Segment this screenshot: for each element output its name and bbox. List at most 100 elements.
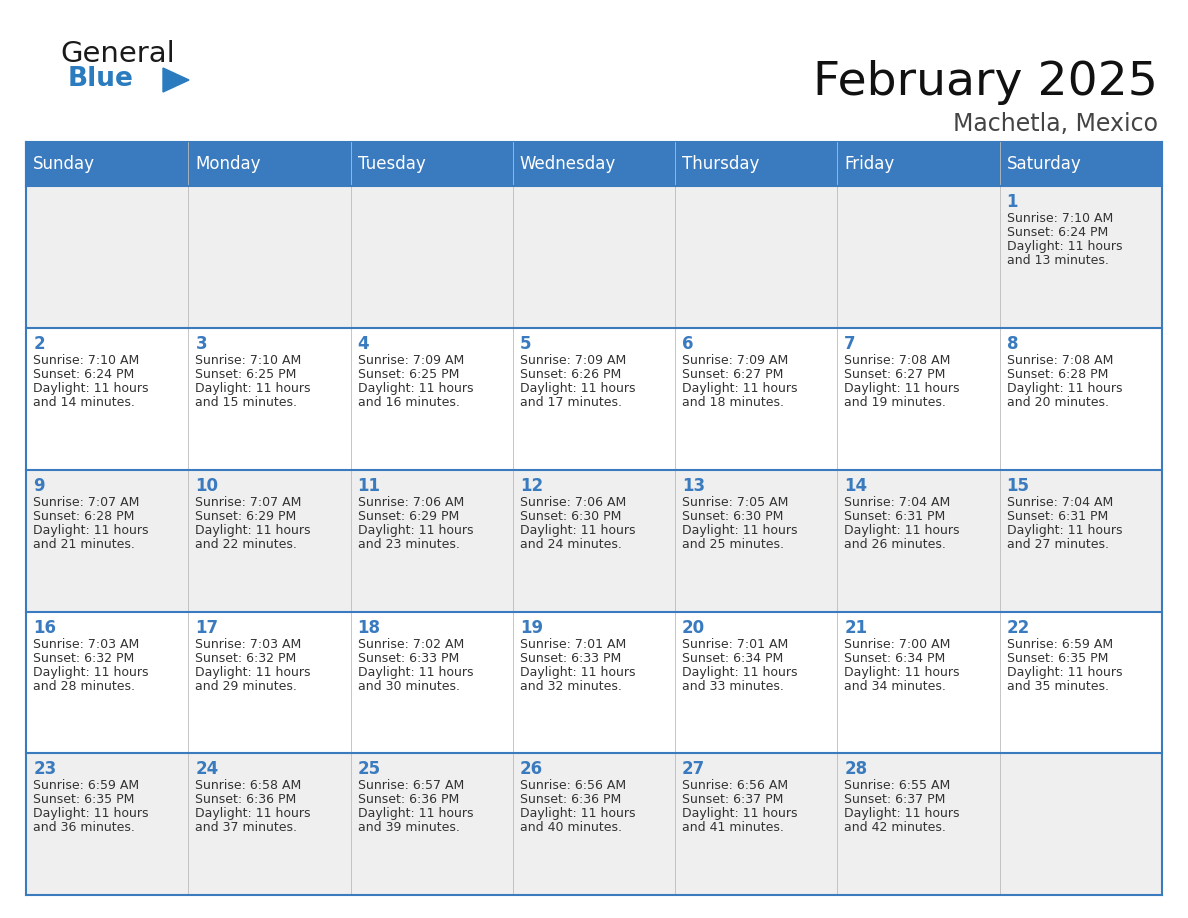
Text: Sunset: 6:33 PM: Sunset: 6:33 PM (358, 652, 459, 665)
Bar (26, 470, 1162, 611)
Text: Sunrise: 6:56 AM: Sunrise: 6:56 AM (520, 779, 626, 792)
Text: and 15 minutes.: and 15 minutes. (195, 396, 297, 409)
Text: and 26 minutes.: and 26 minutes. (845, 538, 947, 551)
Text: and 29 minutes.: and 29 minutes. (195, 679, 297, 692)
Text: Sunset: 6:34 PM: Sunset: 6:34 PM (845, 652, 946, 665)
Text: Daylight: 11 hours: Daylight: 11 hours (195, 382, 311, 395)
Text: 11: 11 (358, 476, 380, 495)
Bar (838, 142, 999, 186)
Text: Daylight: 11 hours: Daylight: 11 hours (1006, 382, 1123, 395)
Text: Daylight: 11 hours: Daylight: 11 hours (845, 666, 960, 678)
Text: Daylight: 11 hours: Daylight: 11 hours (195, 524, 311, 537)
Text: Sunrise: 6:57 AM: Sunrise: 6:57 AM (358, 779, 463, 792)
Text: Daylight: 11 hours: Daylight: 11 hours (845, 807, 960, 821)
Text: Daylight: 11 hours: Daylight: 11 hours (682, 666, 797, 678)
Text: and 28 minutes.: and 28 minutes. (33, 679, 135, 692)
Text: Daylight: 11 hours: Daylight: 11 hours (845, 524, 960, 537)
Text: Sunset: 6:32 PM: Sunset: 6:32 PM (33, 652, 134, 665)
Text: Sunrise: 7:04 AM: Sunrise: 7:04 AM (1006, 496, 1113, 509)
Text: 21: 21 (845, 619, 867, 636)
Text: 24: 24 (195, 760, 219, 778)
Text: Daylight: 11 hours: Daylight: 11 hours (1006, 666, 1123, 678)
Bar (26, 142, 1162, 186)
Text: Sunset: 6:24 PM: Sunset: 6:24 PM (33, 368, 134, 381)
Text: Daylight: 11 hours: Daylight: 11 hours (33, 524, 148, 537)
Text: and 37 minutes.: and 37 minutes. (195, 822, 297, 834)
Text: Sunset: 6:32 PM: Sunset: 6:32 PM (195, 652, 297, 665)
Bar (26, 611, 1162, 754)
Text: and 23 minutes.: and 23 minutes. (358, 538, 460, 551)
Text: Sunset: 6:36 PM: Sunset: 6:36 PM (358, 793, 459, 806)
Text: and 36 minutes.: and 36 minutes. (33, 822, 135, 834)
Text: Sunset: 6:29 PM: Sunset: 6:29 PM (195, 509, 297, 523)
Text: and 25 minutes.: and 25 minutes. (682, 538, 784, 551)
Text: Sunset: 6:27 PM: Sunset: 6:27 PM (845, 368, 946, 381)
Text: Daylight: 11 hours: Daylight: 11 hours (845, 382, 960, 395)
Text: Sunset: 6:28 PM: Sunset: 6:28 PM (1006, 368, 1108, 381)
Text: and 41 minutes.: and 41 minutes. (682, 822, 784, 834)
Text: Daylight: 11 hours: Daylight: 11 hours (682, 382, 797, 395)
Text: and 17 minutes.: and 17 minutes. (520, 396, 621, 409)
Text: Thursday: Thursday (682, 155, 759, 174)
Text: 7: 7 (845, 335, 857, 353)
Text: 3: 3 (195, 335, 207, 353)
Text: Sunrise: 7:09 AM: Sunrise: 7:09 AM (682, 354, 789, 367)
Text: 20: 20 (682, 619, 706, 636)
Text: 9: 9 (33, 476, 45, 495)
Text: Saturday: Saturday (1006, 155, 1081, 174)
Text: Sunset: 6:25 PM: Sunset: 6:25 PM (195, 368, 297, 381)
Text: Sunset: 6:27 PM: Sunset: 6:27 PM (682, 368, 784, 381)
Text: Tuesday: Tuesday (358, 155, 425, 174)
Text: Sunset: 6:36 PM: Sunset: 6:36 PM (195, 793, 297, 806)
Text: Daylight: 11 hours: Daylight: 11 hours (520, 807, 636, 821)
Text: Sunset: 6:31 PM: Sunset: 6:31 PM (845, 509, 946, 523)
Text: 18: 18 (358, 619, 380, 636)
Text: and 20 minutes.: and 20 minutes. (1006, 396, 1108, 409)
Text: and 16 minutes.: and 16 minutes. (358, 396, 460, 409)
Bar (675, 142, 838, 186)
Text: and 39 minutes.: and 39 minutes. (358, 822, 460, 834)
Text: Monday: Monday (195, 155, 261, 174)
Text: Sunrise: 7:02 AM: Sunrise: 7:02 AM (358, 638, 463, 651)
Text: and 34 minutes.: and 34 minutes. (845, 679, 947, 692)
Text: General: General (61, 40, 175, 68)
Text: 25: 25 (358, 760, 381, 778)
Text: Sunrise: 7:00 AM: Sunrise: 7:00 AM (845, 638, 950, 651)
Text: Sunrise: 7:09 AM: Sunrise: 7:09 AM (358, 354, 463, 367)
Text: 28: 28 (845, 760, 867, 778)
Text: Daylight: 11 hours: Daylight: 11 hours (33, 807, 148, 821)
Text: Daylight: 11 hours: Daylight: 11 hours (358, 666, 473, 678)
Bar (513, 142, 675, 186)
Text: Sunrise: 7:07 AM: Sunrise: 7:07 AM (33, 496, 139, 509)
Text: Sunset: 6:37 PM: Sunset: 6:37 PM (682, 793, 784, 806)
Text: Sunset: 6:24 PM: Sunset: 6:24 PM (1006, 227, 1108, 240)
Text: Sunset: 6:37 PM: Sunset: 6:37 PM (845, 793, 946, 806)
Text: Sunrise: 7:08 AM: Sunrise: 7:08 AM (1006, 354, 1113, 367)
Bar (999, 142, 1162, 186)
Text: and 21 minutes.: and 21 minutes. (33, 538, 135, 551)
Text: Friday: Friday (845, 155, 895, 174)
Text: Sunrise: 7:10 AM: Sunrise: 7:10 AM (1006, 212, 1113, 225)
Text: February 2025: February 2025 (814, 60, 1158, 105)
Text: Sunset: 6:26 PM: Sunset: 6:26 PM (520, 368, 621, 381)
Text: Sunset: 6:28 PM: Sunset: 6:28 PM (33, 509, 134, 523)
Text: 22: 22 (1006, 619, 1030, 636)
Bar (26, 186, 1162, 328)
Text: Sunrise: 7:03 AM: Sunrise: 7:03 AM (33, 638, 139, 651)
Text: Sunrise: 7:01 AM: Sunrise: 7:01 AM (682, 638, 789, 651)
Text: Sunrise: 6:58 AM: Sunrise: 6:58 AM (195, 779, 302, 792)
Text: and 19 minutes.: and 19 minutes. (845, 396, 947, 409)
Text: Daylight: 11 hours: Daylight: 11 hours (1006, 524, 1123, 537)
Text: Daylight: 11 hours: Daylight: 11 hours (358, 382, 473, 395)
Text: and 40 minutes.: and 40 minutes. (520, 822, 621, 834)
Bar (26, 754, 1162, 895)
Text: 4: 4 (358, 335, 369, 353)
Text: Daylight: 11 hours: Daylight: 11 hours (1006, 241, 1123, 253)
Text: Sunrise: 7:03 AM: Sunrise: 7:03 AM (195, 638, 302, 651)
Text: Daylight: 11 hours: Daylight: 11 hours (195, 807, 311, 821)
Text: Sunrise: 7:10 AM: Sunrise: 7:10 AM (33, 354, 139, 367)
Text: Sunset: 6:25 PM: Sunset: 6:25 PM (358, 368, 459, 381)
Text: Sunrise: 7:07 AM: Sunrise: 7:07 AM (195, 496, 302, 509)
Text: 8: 8 (1006, 335, 1018, 353)
Text: Daylight: 11 hours: Daylight: 11 hours (358, 524, 473, 537)
